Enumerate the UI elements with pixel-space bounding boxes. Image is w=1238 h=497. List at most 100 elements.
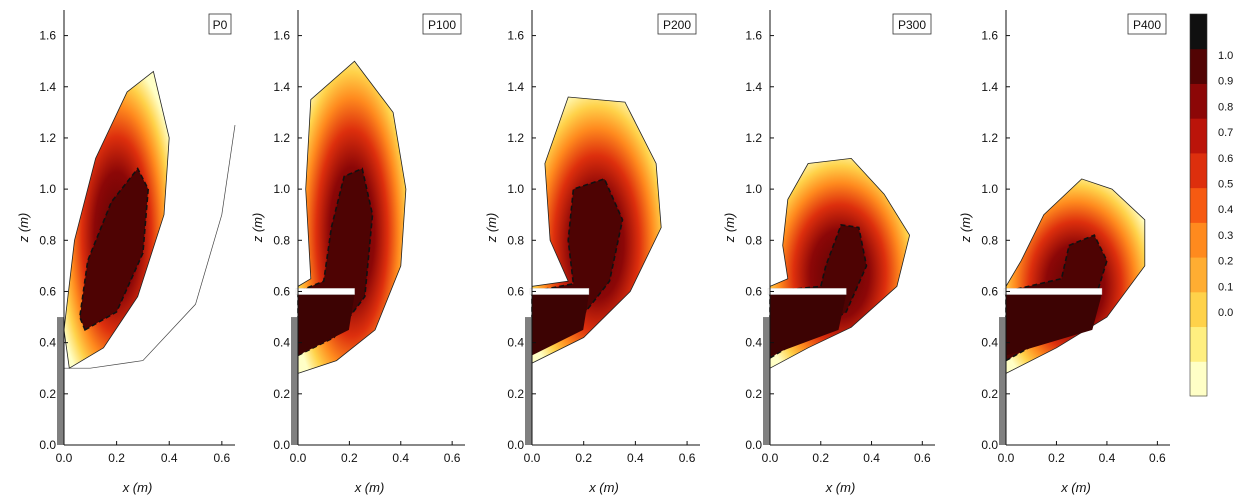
colorbar-segment xyxy=(1190,48,1207,84)
x-tick-label: 0.4 xyxy=(1099,451,1116,465)
x-axis-label: x (m) xyxy=(354,480,385,495)
colorbar-segment xyxy=(1190,326,1207,362)
y-tick-label: 0.0 xyxy=(39,438,56,452)
y-tick-label: 1.6 xyxy=(507,29,524,43)
y-tick-label: 1.6 xyxy=(39,29,56,43)
x-tick-label: 0.0 xyxy=(762,451,779,465)
x-tick-label: 0.4 xyxy=(863,451,880,465)
plume-core-contour xyxy=(78,167,150,332)
y-tick-label: 1.2 xyxy=(39,131,56,145)
y-tick-label: 0.8 xyxy=(981,233,998,247)
panel-tag-box xyxy=(208,13,232,35)
panel-tag-label: P400 xyxy=(1133,18,1161,32)
y-tick-label: 0.2 xyxy=(507,387,524,401)
y-tick-label: 0.8 xyxy=(39,233,56,247)
y-axis-label: z (m) xyxy=(16,213,31,244)
y-axis-label: z (m) xyxy=(722,213,737,244)
y-tick-label: 0.6 xyxy=(745,284,762,298)
x-tick-label: 0.4 xyxy=(392,451,409,465)
x-tick-label: 0.6 xyxy=(1149,451,1166,465)
colorbar-label: 0.5 xyxy=(1218,179,1233,191)
panel-tag-box xyxy=(422,13,462,35)
colorbar-label: 1.0 xyxy=(1218,50,1233,62)
y-tick-label: 0.6 xyxy=(507,284,524,298)
colorbar-label: 0.8 xyxy=(1218,101,1233,113)
y-axis-label: z (m) xyxy=(250,213,265,244)
colorbar-segment xyxy=(1190,291,1207,328)
y-tick-label: 1.0 xyxy=(745,182,762,196)
y-tick-label: 1.6 xyxy=(745,29,762,43)
y-tick-label: 0.8 xyxy=(273,233,290,247)
x-tick-label: 0.0 xyxy=(290,451,307,465)
x-tick-label: 0.4 xyxy=(161,451,178,465)
obstacle-plate xyxy=(1003,288,1103,295)
panel-p200: 0.0 0.2 0.4 0.6 0.8 1.0 1.2 1.4 1.6 0.0 0.2 0.4 0.6 x… xyxy=(484,10,700,495)
y-tick-label: 0.0 xyxy=(273,438,290,452)
y-tick-label: 1.2 xyxy=(745,131,762,145)
obstacle-plate xyxy=(529,288,590,295)
y-tick-label: 0.0 xyxy=(507,438,524,452)
y-tick-label: 1.0 xyxy=(273,182,290,196)
colorbar-label: 0.1 xyxy=(1218,281,1233,293)
y-tick-label: 1.6 xyxy=(981,29,998,43)
colorbar-label: 0.6 xyxy=(1218,153,1233,165)
panel-p300: 0.0 0.2 0.4 0.6 0.8 1.0 1.2 1.4 1.6 0.0 0.2 0.4 0.6 x… xyxy=(722,10,935,495)
colorbar-segment xyxy=(1190,222,1207,258)
y-tick-label: 0.4 xyxy=(981,336,998,350)
y-tick-label: 1.4 xyxy=(981,80,998,94)
y-tick-label: 1.2 xyxy=(507,131,524,145)
panels-layer: 0.0 0.2 0.4 0.6 0.8 1.0 1.2 1.4 1.6 0.0 0.2 0.4 0.6 x… xyxy=(16,10,1170,495)
panel-p400: 0.0 0.2 0.4 0.6 0.8 1.0 1.2 1.4 1.6 0.0 0.2 0.4 0.6 x… xyxy=(958,10,1170,495)
x-axis-label: x (m) xyxy=(588,480,619,495)
y-tick-label: 1.4 xyxy=(39,80,56,94)
y-tick-label: 1.0 xyxy=(39,182,56,196)
x-tick-label: 0.2 xyxy=(341,451,358,465)
wall-bar xyxy=(999,317,1006,445)
x-tick-label: 0.6 xyxy=(914,451,931,465)
x-axis-label: x (m) xyxy=(825,480,856,495)
colorbar-segment xyxy=(1190,14,1207,50)
y-tick-label: 0.2 xyxy=(981,387,998,401)
y-tick-label: 1.2 xyxy=(273,131,290,145)
colorbar-segment xyxy=(1190,361,1207,397)
x-tick-label: 0.0 xyxy=(56,451,73,465)
y-tick-label: 0.2 xyxy=(273,387,290,401)
outer-contour-line xyxy=(64,125,236,369)
colorbar-label: 0.3 xyxy=(1218,230,1233,242)
x-tick-label: 0.0 xyxy=(998,451,1015,465)
wall-bar xyxy=(57,317,64,445)
y-tick-label: 1.4 xyxy=(745,80,762,94)
y-tick-label: 1.0 xyxy=(981,182,998,196)
colorbar-label: 0.7 xyxy=(1218,127,1233,139)
panel-tag-label: P300 xyxy=(898,18,926,32)
y-axis-label: z (m) xyxy=(958,213,973,244)
panel-p100: 0.0 0.2 0.4 0.6 0.8 1.0 1.2 1.4 1.6 0.0 0.2 0.4 0.6 x… xyxy=(250,10,465,495)
panel-tag-label: P200 xyxy=(663,18,691,32)
obstacle-plate xyxy=(295,288,355,295)
colorbar: 1.0 0.9 0.8 0.7 0.6 0.5 0.4 0.3 0.2 0.1 0.0 xyxy=(1189,13,1233,397)
panel-tag-label: P0 xyxy=(213,18,228,32)
y-tick-label: 0.4 xyxy=(39,336,56,350)
panel-tag-box xyxy=(657,13,697,35)
x-axis-label: x (m) xyxy=(1060,480,1091,495)
x-tick-label: 0.0 xyxy=(524,451,541,465)
y-tick-label: 0.0 xyxy=(745,438,762,452)
y-tick-label: 0.4 xyxy=(745,336,762,350)
colorbar-label: 0.9 xyxy=(1218,76,1233,88)
panel-tag-box xyxy=(892,13,932,35)
x-tick-label: 0.6 xyxy=(214,451,231,465)
y-tick-label: 0.8 xyxy=(745,233,762,247)
y-tick-label: 1.4 xyxy=(507,80,524,94)
colorbar-segment xyxy=(1190,152,1207,189)
x-axis-label: x (m) xyxy=(122,480,153,495)
colorbar-segment xyxy=(1190,83,1207,119)
x-tick-label: 0.6 xyxy=(679,451,696,465)
y-axis-label: z (m) xyxy=(484,213,499,244)
x-tick-label: 0.4 xyxy=(627,451,644,465)
colorbar-segment xyxy=(1190,118,1207,154)
x-tick-label: 0.2 xyxy=(1048,451,1065,465)
colorbar-frame xyxy=(1189,13,1208,397)
colorbar-label: 0.0 xyxy=(1218,307,1233,319)
lower-dark-region xyxy=(532,294,589,356)
